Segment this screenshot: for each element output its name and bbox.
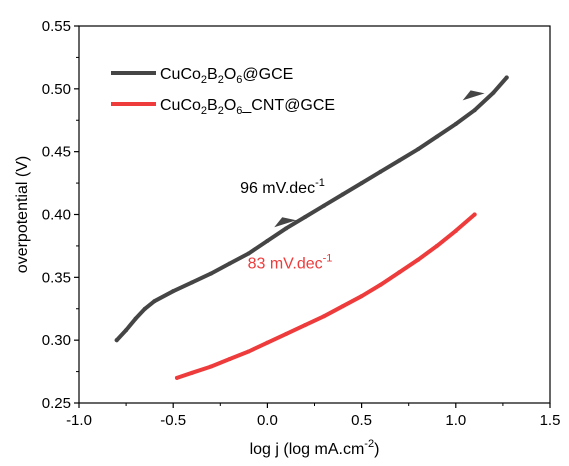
series-1-point: [265, 238, 270, 243]
series-1-point: [284, 226, 289, 231]
x-axis-title: log j (log mA.cm-2): [250, 438, 380, 458]
legend-text: B: [207, 66, 218, 83]
slope-annotation-text: 83 mV.dec: [248, 256, 323, 273]
y-tick-label: 0.55: [42, 18, 71, 35]
series-2-point: [246, 349, 251, 354]
series-1-point: [378, 169, 383, 174]
slope-annotation-text: 96 mV.dec: [240, 180, 315, 197]
series-2-point: [472, 212, 477, 217]
legend-text: CuCo: [160, 97, 201, 114]
legend-subscript: 2: [201, 74, 207, 86]
y-tick-label: 0.40: [42, 207, 71, 224]
slope-annotation-superscript: -1: [323, 253, 333, 265]
y-tick-label: 0.35: [42, 269, 71, 286]
series-2-point: [378, 282, 383, 287]
legend-text: O: [224, 66, 236, 83]
series-1-point: [133, 316, 138, 321]
series-2-point: [174, 375, 179, 380]
direction-arrows: [274, 90, 485, 228]
series-2-point: [227, 357, 232, 362]
series-1-point: [434, 134, 439, 139]
series-1-point: [142, 306, 147, 311]
series-line-1: [114, 75, 509, 343]
series-2-point: [416, 257, 421, 262]
x-tick-label: -1.0: [66, 412, 92, 429]
x-tick-label: 1.0: [445, 412, 466, 429]
series-2-point: [284, 331, 289, 336]
annotations: 96 mV.dec-183 mV.dec-1: [240, 177, 332, 272]
legend-subscript: 2: [201, 105, 207, 117]
series-1-point: [208, 271, 213, 276]
legend-label-1: CuCo2B2O6@GCE: [160, 66, 293, 86]
series-1-point: [397, 158, 402, 163]
legend-subscript: 6: [236, 105, 242, 117]
series-1-point: [152, 299, 157, 304]
x-tick-label: -0.5: [160, 412, 186, 429]
x-axis-title-main: log j (log mA.cm: [250, 441, 365, 458]
series-2-point: [453, 228, 458, 233]
x-tick-label: 1.5: [540, 412, 561, 429]
x-axis-title-tail: ): [374, 441, 379, 458]
series-1-point: [246, 251, 251, 256]
series-1-point: [114, 338, 119, 343]
series-2-point: [397, 270, 402, 275]
series-1-point: [124, 328, 129, 333]
series-2-point: [265, 340, 270, 345]
legend-text: B: [207, 97, 218, 114]
y-tick-label: 0.50: [42, 81, 71, 98]
series-2-point: [434, 243, 439, 248]
legend-text: @GCE: [242, 66, 293, 83]
series-1-point: [504, 75, 509, 80]
legend-label-2: CuCo2B2O6_CNT@GCE: [160, 97, 335, 117]
y-tick-label: 0.30: [42, 332, 71, 349]
series-1-point: [171, 289, 176, 294]
x-tick-label: 0.0: [257, 412, 278, 429]
x-tick-label: 0.5: [351, 412, 372, 429]
series-2-point: [321, 314, 326, 319]
data-series: [114, 75, 509, 380]
series-1-point: [472, 108, 477, 113]
x-axis-title-superscript: -2: [364, 438, 374, 450]
y-tick-label: 0.45: [42, 144, 71, 161]
legend-text: O: [224, 97, 236, 114]
legend-text: CuCo: [160, 66, 201, 83]
series-1-point: [190, 280, 195, 285]
axis-ticks: -1.0 -0.5 0.0 0.5 1.0 1.5 0.25 0.30 0.35 0.40 0.45…: [42, 18, 561, 429]
slope-annotation-2: 83 mV.dec-1: [248, 253, 333, 273]
series-1-point: [491, 90, 496, 95]
legend-text: _CNT@GCE: [241, 97, 335, 114]
legend-subscript: 2: [218, 74, 224, 86]
series-2-point: [303, 323, 308, 328]
curve-arrow-icon: [274, 217, 297, 228]
series-1-point: [340, 192, 345, 197]
series-1-point: [227, 261, 232, 266]
series-1-point: [416, 147, 421, 152]
plot-frame: [78, 25, 551, 404]
series-line-2: [175, 212, 477, 380]
slope-annotation-1: 96 mV.dec-1: [240, 177, 325, 197]
series-2-point: [340, 304, 345, 309]
slope-annotation-superscript: -1: [315, 177, 325, 189]
series-1-point: [321, 203, 326, 208]
series-1-point: [303, 215, 308, 220]
y-axis-title: overpotential (V): [14, 156, 31, 273]
legend-subscript: 2: [218, 105, 224, 117]
series-1-point: [453, 122, 458, 127]
curve-arrow-icon: [462, 90, 485, 101]
series-2-point: [208, 364, 213, 369]
series-2-point: [359, 294, 364, 299]
y-tick-label: 0.25: [42, 395, 71, 412]
series-2-point: [190, 370, 195, 375]
series-1-point: [359, 181, 364, 186]
legend-subscript: 6: [236, 74, 242, 86]
